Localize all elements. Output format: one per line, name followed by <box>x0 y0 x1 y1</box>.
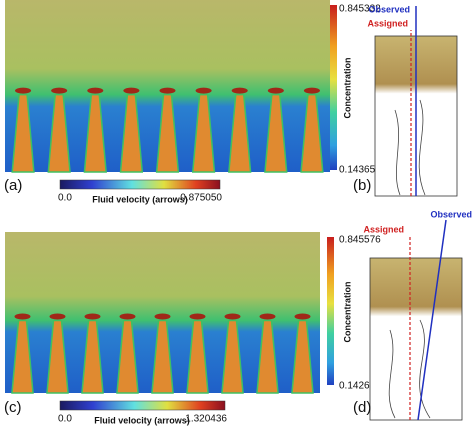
vortex <box>294 313 311 320</box>
vortex <box>189 313 206 320</box>
colorbar-max: 0.845576 <box>339 235 381 246</box>
vortex <box>14 313 31 320</box>
assigned-label: Assigned <box>367 18 408 28</box>
finger <box>119 93 144 173</box>
vortex <box>154 313 171 320</box>
velocity-title: Fluid velocity (arrows) <box>94 415 190 425</box>
finger <box>83 93 107 173</box>
finger <box>300 93 324 173</box>
contour <box>388 319 431 419</box>
velocity-colorbar <box>59 400 226 411</box>
finger <box>228 93 252 173</box>
observed-label: Observed <box>368 4 410 14</box>
vortex <box>259 313 276 320</box>
velocity-min: 0.0 <box>58 414 72 425</box>
colorbar-max: 0.845332 <box>339 4 381 15</box>
vortex <box>49 313 66 320</box>
finger <box>256 319 279 394</box>
finger <box>151 319 174 394</box>
contour <box>394 99 426 196</box>
finger <box>81 319 104 394</box>
finger <box>47 93 71 173</box>
vortex <box>84 313 101 320</box>
vortex <box>195 87 212 94</box>
finger <box>291 319 314 394</box>
velocity-colorbar <box>59 179 221 190</box>
vortex <box>119 313 136 320</box>
panel-label: (b) <box>353 177 371 194</box>
vortex <box>15 87 32 94</box>
inset-panel <box>369 257 463 421</box>
velocity-title: Fluid velocity (arrows) <box>92 194 188 204</box>
colorbar-title: Concentration <box>342 281 352 342</box>
concentration-colorbar <box>327 237 334 385</box>
finger <box>116 319 139 394</box>
concentration-colorbar <box>330 5 337 170</box>
finger <box>155 93 180 173</box>
vortex <box>231 87 248 94</box>
finger <box>46 319 69 394</box>
colorbar-min: 0.142628 <box>339 381 381 392</box>
finger <box>11 319 34 394</box>
vortex <box>87 87 104 94</box>
velocity-min: 0.0 <box>58 193 72 204</box>
simulations <box>5 0 330 394</box>
observed-label: Observed <box>430 209 472 219</box>
finger <box>11 93 35 173</box>
vortex <box>159 87 176 94</box>
assigned-label: Assigned <box>363 224 404 234</box>
finger <box>221 319 244 394</box>
velocity-max: 0.875050 <box>180 193 222 204</box>
velocity-max: 1.320436 <box>185 414 227 425</box>
panel-label: (a) <box>4 177 22 194</box>
vortex <box>303 87 320 94</box>
finger <box>264 93 288 173</box>
finger <box>186 319 209 394</box>
panel-label: (c) <box>4 399 22 416</box>
colorbar-title: Concentration <box>342 57 352 118</box>
observed-arrow <box>417 219 447 421</box>
vortex <box>123 87 140 94</box>
finger <box>191 93 216 173</box>
panel-label: (d) <box>353 399 371 416</box>
vortex <box>224 313 241 320</box>
vortex <box>267 87 284 94</box>
colorbar-min: 0.143653 <box>339 165 381 176</box>
vortex <box>51 87 68 94</box>
